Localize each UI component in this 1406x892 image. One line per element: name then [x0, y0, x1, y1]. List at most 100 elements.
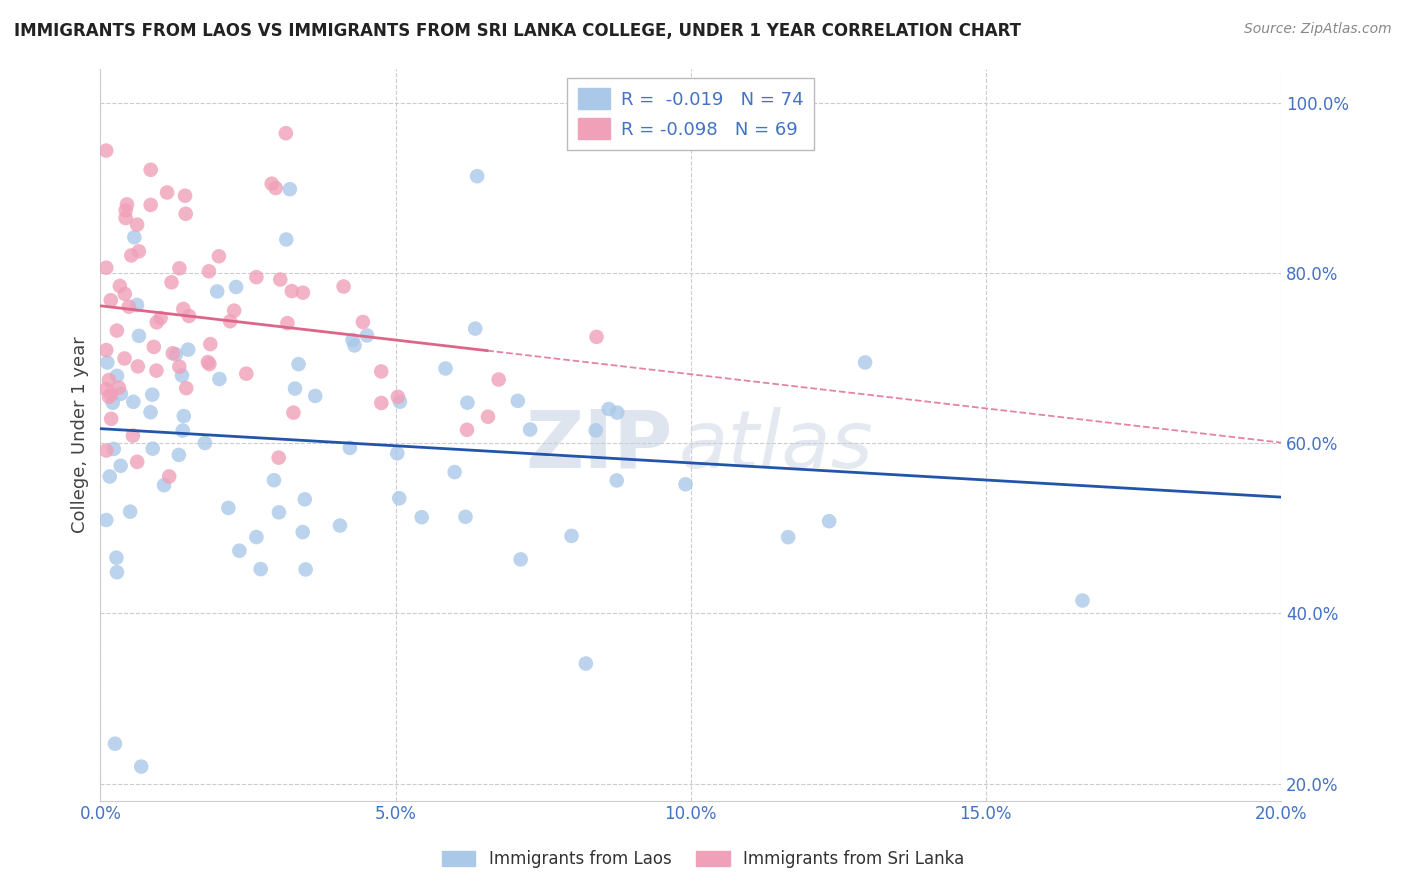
Point [575, 657, 598, 671]
Point [208, 249, 231, 263]
Point [125, 218, 148, 232]
Point [818, 514, 841, 528]
Point [198, 357, 221, 371]
Point [278, 182, 301, 196]
Point [100, 293, 122, 308]
Point [108, 381, 131, 395]
Point [606, 474, 628, 488]
Point [506, 393, 529, 408]
Point [128, 329, 150, 343]
Point [352, 315, 374, 329]
Point [235, 367, 257, 381]
Point [245, 270, 267, 285]
Point [142, 340, 165, 354]
Point [343, 338, 366, 352]
Point [329, 518, 352, 533]
Point [96, 443, 118, 458]
Point [519, 423, 541, 437]
Point [287, 357, 309, 371]
Point [434, 361, 457, 376]
Point [105, 550, 128, 565]
Point [304, 389, 326, 403]
Point [228, 543, 250, 558]
Point [139, 198, 162, 212]
Point [96, 144, 118, 158]
Point [443, 465, 465, 479]
Point [145, 315, 167, 329]
Point [114, 211, 136, 225]
Point [456, 395, 478, 409]
Point [100, 387, 122, 401]
Point [387, 390, 409, 404]
Point [145, 363, 167, 377]
Point [177, 343, 200, 357]
Point [263, 473, 285, 487]
Point [274, 126, 297, 140]
Point [198, 264, 221, 278]
Point [110, 386, 132, 401]
Point [105, 324, 128, 338]
Point [276, 316, 298, 330]
Point [560, 529, 582, 543]
Point [217, 500, 239, 515]
Point [122, 428, 145, 442]
Point [778, 530, 800, 544]
Legend: Immigrants from Laos, Immigrants from Sri Lanka: Immigrants from Laos, Immigrants from Sr… [436, 844, 970, 875]
Point [339, 441, 361, 455]
Point [139, 405, 162, 419]
Point [205, 285, 228, 299]
Y-axis label: College, Under 1 year: College, Under 1 year [72, 336, 89, 533]
Point [174, 188, 197, 202]
Point [105, 566, 128, 580]
Point [342, 333, 364, 347]
Point [245, 530, 267, 544]
Point [96, 260, 118, 275]
Point [124, 230, 146, 244]
Point [96, 382, 118, 396]
Point [370, 396, 392, 410]
Point [96, 355, 118, 369]
Point [98, 469, 121, 483]
Point [96, 513, 118, 527]
Point [294, 562, 316, 576]
Text: ZIP: ZIP [526, 407, 673, 484]
Point [120, 248, 142, 262]
Point [104, 737, 127, 751]
Point [294, 492, 316, 507]
Point [172, 424, 194, 438]
Point [127, 359, 149, 374]
Point [291, 525, 314, 540]
Point [464, 321, 486, 335]
Point [100, 412, 122, 426]
Point [114, 351, 136, 366]
Point [173, 409, 195, 423]
Point [224, 303, 246, 318]
Point [153, 478, 176, 492]
Point [585, 330, 607, 344]
Point [105, 368, 128, 383]
Point [97, 373, 120, 387]
Point [122, 394, 145, 409]
Point [249, 562, 271, 576]
Point [96, 343, 118, 357]
Point [260, 177, 283, 191]
Point [156, 186, 179, 200]
Point [269, 272, 291, 286]
Text: Source: ZipAtlas.com: Source: ZipAtlas.com [1244, 22, 1392, 37]
Point [387, 446, 409, 460]
Point [194, 436, 217, 450]
Point [118, 300, 141, 314]
Point [169, 261, 191, 276]
Point [675, 477, 697, 491]
Point [172, 301, 194, 316]
Point [264, 181, 287, 195]
Point [356, 328, 378, 343]
Point [388, 491, 411, 506]
Point [174, 381, 197, 395]
Point [411, 510, 433, 524]
Point [477, 409, 499, 424]
Point [177, 309, 200, 323]
Point [509, 552, 531, 566]
Point [120, 505, 142, 519]
Point [149, 311, 172, 326]
